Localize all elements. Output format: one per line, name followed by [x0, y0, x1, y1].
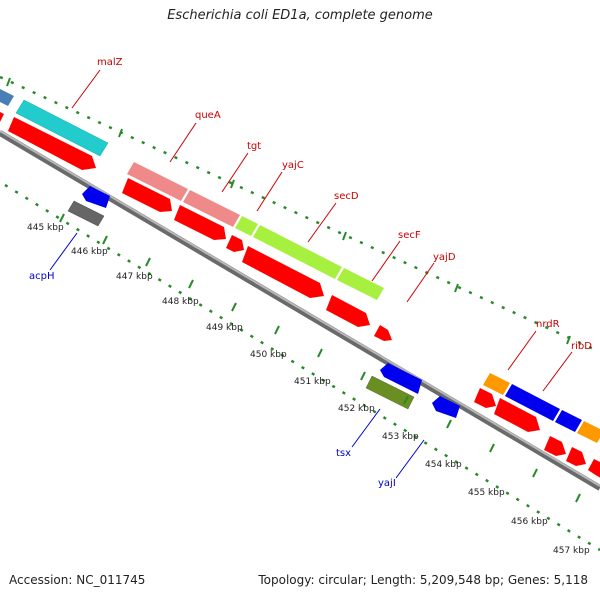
cds-arrow: [544, 436, 566, 456]
gene-label-secD: secD: [334, 191, 359, 202]
gene-block: [577, 421, 600, 443]
reverse-gene-labels: acpH tsx yajI: [29, 271, 396, 489]
gene-block-yajC: [235, 216, 258, 236]
tick-label: 453 kbp: [382, 432, 419, 442]
gene-label-yajI: yajI: [378, 478, 396, 489]
gene-label-tgt: tgt: [247, 141, 261, 152]
tick-label: 448 kbp: [162, 297, 199, 307]
gene-block-tsx: [365, 375, 415, 410]
cds-arrow: [566, 447, 586, 466]
inner-ticks: [59, 213, 581, 503]
cds-arrow: [226, 235, 244, 252]
gene-block-secF: [337, 268, 384, 300]
tick-label: 452 kbp: [338, 404, 375, 414]
cds-arrow: [474, 388, 496, 408]
cds-arrow-reverse: [432, 396, 460, 418]
gene-block-acpH: [67, 200, 105, 227]
tick-label: 456 kbp: [511, 517, 548, 527]
cds-arrow: [494, 398, 540, 432]
cds-arrow: [326, 295, 370, 327]
tick-labels: 445 kbp 446 kbp 447 kbp 448 kbp 449 kbp …: [27, 223, 590, 556]
gene-block: [555, 410, 582, 432]
reverse-cds-track: [67, 186, 460, 418]
tick-label: 449 kbp: [206, 323, 243, 333]
gene-block: [0, 89, 14, 106]
cds-arrow: [242, 246, 324, 298]
forward-cds-track: [0, 112, 600, 478]
tick-label: 455 kbp: [468, 488, 505, 498]
tick-label: 457 kbp: [553, 546, 590, 556]
gene-label-ribD: ribD: [571, 341, 592, 352]
tick-label: 447 kbp: [116, 272, 153, 282]
cds-arrow-reverse: [380, 363, 422, 394]
tick-label: 451 kbp: [294, 377, 331, 387]
gene-block-malZ: [15, 99, 109, 157]
gene-block-ribD: [505, 384, 560, 421]
gene-block-tgt: [183, 190, 240, 227]
outer-guide-line: [0, 75, 600, 354]
tick-label: 445 kbp: [27, 223, 64, 233]
tick-label: 446 kbp: [71, 247, 108, 257]
forward-leader-lines: [71, 69, 573, 392]
cds-arrow: [8, 117, 96, 170]
tick-label: 450 kbp: [250, 350, 287, 360]
forward-gene-labels: malZ queA tgt yajC secD secF yajD nrdR r…: [97, 57, 592, 352]
gene-block-secD: [253, 225, 342, 279]
accession-text: Accession: NC_011745: [9, 573, 146, 587]
gene-label-acpH: acpH: [29, 271, 55, 282]
genome-summary-text: Topology: circular; Length: 5,209,548 bp…: [258, 573, 588, 587]
cds-arrow-reverse: [82, 186, 110, 208]
gene-block-nrdR: [483, 373, 510, 395]
gene-label-tsx: tsx: [336, 448, 351, 459]
gene-label-yajC: yajC: [282, 160, 304, 171]
gene-label-yajD: yajD: [433, 252, 456, 263]
map-title: Escherichia coli ED1a, complete genome: [167, 8, 433, 23]
gene-label-secF: secF: [398, 230, 421, 241]
cds-arrow: [122, 178, 172, 212]
cds-arrow: [174, 205, 226, 240]
tick-label: 454 kbp: [425, 460, 462, 470]
gene-label-malZ: malZ: [97, 57, 123, 68]
outer-gene-track: [0, 89, 600, 443]
reverse-leader-lines: [49, 232, 425, 479]
cds-arrow: [374, 325, 392, 341]
inner-guide-line: [4, 183, 600, 552]
outer-ticks: [6, 77, 571, 345]
gene-label-nrdR: nrdR: [536, 319, 560, 330]
cds-arrow: [588, 459, 600, 478]
gene-label-queA: queA: [195, 110, 221, 121]
gene-block-queA: [127, 162, 188, 201]
